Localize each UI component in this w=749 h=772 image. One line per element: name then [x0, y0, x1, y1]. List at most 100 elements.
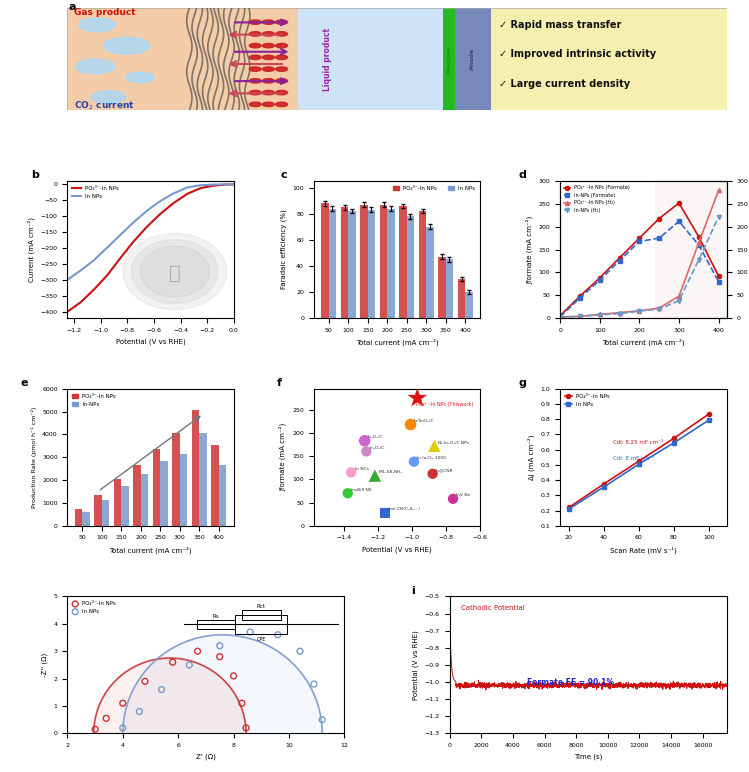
- Text: Gas product: Gas product: [74, 8, 136, 17]
- In-NPs (H₂): [615, 309, 624, 318]
- Circle shape: [276, 55, 288, 59]
- Circle shape: [262, 102, 274, 107]
- PO₄³⁻-In NPs: [116, 253, 125, 262]
- PO₄³⁻-In NPs: [100, 712, 112, 724]
- In-NPs (H₂): [694, 255, 703, 264]
- Text: e: e: [21, 378, 28, 388]
- In-NPs (Formate): [675, 217, 684, 226]
- Y-axis label: Potential (V vs RHE): Potential (V vs RHE): [413, 630, 419, 699]
- In-NPs (H₂): [556, 313, 565, 322]
- PO₄³⁻-In NPs (Formate): [595, 273, 604, 283]
- Text: In@CNR: In@CNR: [436, 469, 454, 472]
- In-NPs (Formate): [615, 256, 624, 266]
- X-axis label: Total current (mA cm⁻²): Total current (mA cm⁻²): [109, 546, 192, 554]
- PO₄³⁻-In NPs: [670, 434, 679, 443]
- In NPs: [103, 242, 112, 252]
- In NPs: [169, 188, 178, 198]
- In NPs: [634, 459, 643, 469]
- Circle shape: [262, 32, 274, 36]
- Point: [447, 493, 459, 505]
- Text: Cdl: 8.25 mF cm⁻²: Cdl: 8.25 mF cm⁻²: [613, 439, 664, 445]
- Bar: [419, 211, 426, 318]
- PO₄³⁻-In NPs: [236, 697, 248, 709]
- Text: Ni-In₂O₃/C NPs: Ni-In₂O₃/C NPs: [437, 441, 469, 445]
- Circle shape: [103, 37, 150, 54]
- Bar: [75, 509, 82, 526]
- Line: In-NPs (H₂): In-NPs (H₂): [558, 215, 721, 320]
- PO₄³⁻-In NPs: [167, 656, 179, 669]
- Text: ✓ Improved intrinsic activity: ✓ Improved intrinsic activity: [499, 49, 656, 59]
- X-axis label: Potential (V vs RHE): Potential (V vs RHE): [116, 338, 186, 345]
- PO₄³⁻-In NPs: [63, 307, 72, 317]
- Circle shape: [249, 32, 261, 36]
- In-NPs (H₂): [595, 310, 604, 320]
- PO₄³⁻-In NPs (H₂): [556, 313, 565, 322]
- In NPs: [156, 683, 168, 696]
- PO₄³⁻-In NPs: [139, 676, 151, 688]
- Bar: [407, 216, 414, 318]
- PO₄³⁻-In NPs: [213, 651, 225, 663]
- Circle shape: [249, 20, 261, 25]
- Text: InsBiS NS: InsBiS NS: [351, 488, 372, 492]
- Bar: [443, 8, 455, 110]
- Bar: [387, 208, 395, 318]
- PO₄³⁻-In NPs: [117, 697, 129, 709]
- Bar: [199, 433, 207, 526]
- PO₄³⁻-In NPs (Formate): [675, 198, 684, 208]
- Bar: [368, 210, 375, 318]
- Bar: [160, 461, 168, 526]
- In NPs: [143, 206, 152, 215]
- PO₄³⁻-In NPs (H₂): [714, 185, 723, 195]
- Circle shape: [262, 55, 274, 59]
- Y-axis label: Current (mA cm⁻²): Current (mA cm⁻²): [28, 217, 35, 282]
- Legend: PO₄³⁻-In NPs (Formate), In-NPs (Formate), PO₄³⁻-In NPs (H₂), In-NPs (H₂): PO₄³⁻-In NPs (Formate), In-NPs (Formate)…: [562, 184, 632, 215]
- Y-axis label: Faradaic efficiency (%): Faradaic efficiency (%): [280, 210, 287, 290]
- Circle shape: [91, 90, 125, 103]
- Circle shape: [125, 72, 154, 83]
- Bar: [655, 181, 727, 318]
- PO₄³⁻-In NPs: [240, 722, 252, 734]
- Text: Member: Member: [446, 45, 452, 73]
- PO₄³⁻-In NPs (Formate): [575, 292, 584, 301]
- Circle shape: [249, 43, 261, 48]
- Circle shape: [276, 43, 288, 48]
- Text: In NCs: In NCs: [354, 467, 369, 471]
- Y-axis label: ΔJ (mA cm⁻²): ΔJ (mA cm⁻²): [527, 435, 535, 480]
- Bar: [360, 205, 368, 318]
- PO₄³⁻-In NPs: [222, 180, 231, 189]
- X-axis label: Time (s): Time (s): [574, 753, 602, 760]
- Bar: [380, 205, 387, 318]
- Text: MIL-68-NH₂: MIL-68-NH₂: [378, 470, 402, 474]
- Legend: PO₄³⁻-In NPs, In NPs: PO₄³⁻-In NPs, In NPs: [70, 599, 118, 616]
- Line: PO₄³⁻-In NPs (H₂): PO₄³⁻-In NPs (H₂): [558, 188, 721, 320]
- Bar: [491, 8, 727, 110]
- In-NPs (H₂): [635, 306, 644, 316]
- PO₄³⁻-In NPs (Formate): [714, 272, 723, 281]
- Point: [404, 418, 416, 431]
- PO₄³⁻-In NPs (Formate): [694, 232, 703, 242]
- In NPs: [117, 722, 129, 734]
- PO₄³⁻-In NPs: [210, 181, 219, 190]
- PO₄³⁻-In NPs: [228, 669, 240, 682]
- Bar: [399, 206, 407, 318]
- PO₄³⁻-In NPs: [90, 285, 99, 294]
- Circle shape: [262, 20, 274, 25]
- In NPs: [229, 180, 238, 189]
- Circle shape: [276, 20, 288, 25]
- PO₄³⁻-In NPs: [89, 723, 101, 736]
- PO₄³⁻-In NPs: [192, 645, 204, 658]
- Bar: [348, 211, 356, 318]
- In-NPs (H₂): [655, 304, 664, 313]
- In NPs: [705, 415, 714, 425]
- Circle shape: [262, 90, 274, 95]
- X-axis label: Scan Rate (mV s⁻¹): Scan Rate (mV s⁻¹): [610, 546, 676, 554]
- X-axis label: Total current (mA cm⁻²): Total current (mA cm⁻²): [602, 338, 685, 346]
- PO₄³⁻-In NPs: [564, 503, 573, 512]
- Point: [342, 487, 354, 499]
- Bar: [465, 292, 473, 318]
- Bar: [438, 257, 446, 318]
- Legend: PO₄³⁻-In NPs, In NPs: PO₄³⁻-In NPs, In NPs: [70, 184, 121, 201]
- Text: ✓ Large current density: ✓ Large current density: [499, 79, 630, 89]
- Line: In NPs: In NPs: [567, 418, 711, 511]
- Point: [427, 468, 439, 480]
